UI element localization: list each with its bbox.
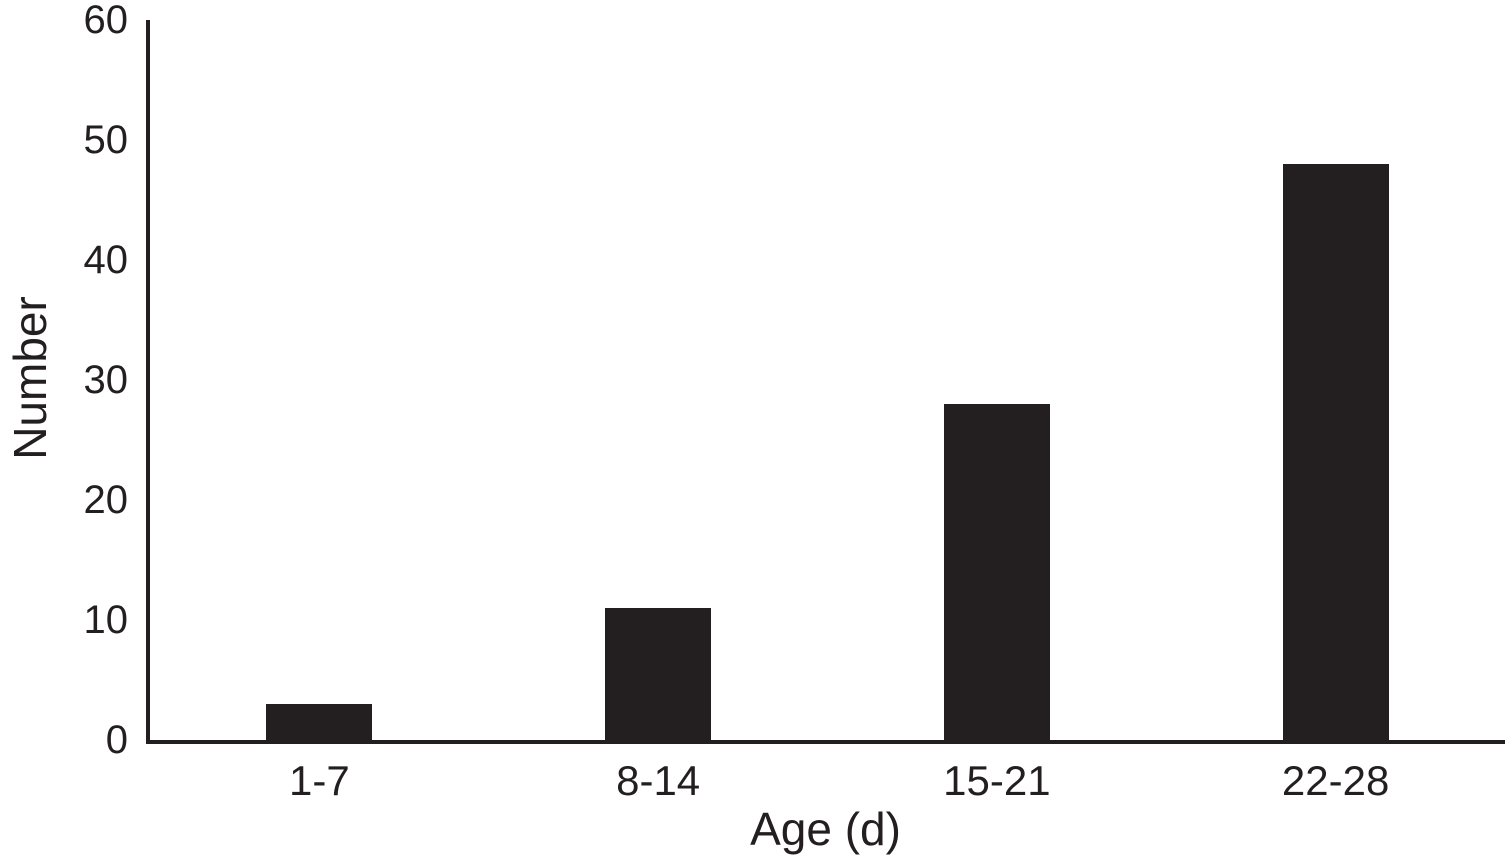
- y-tick-label: 10: [83, 598, 129, 642]
- y-tick-label: 0: [105, 718, 128, 762]
- x-axis-title: Age (d): [750, 803, 901, 855]
- bar-15-21: [943, 404, 1050, 740]
- y-tick-label: 30: [83, 358, 129, 402]
- y-tick-label: 60: [83, 0, 129, 42]
- plot-area: 0 10 20 30 40 50 60 1-7 8-14 15-21 22-28: [84, 0, 1505, 802]
- y-tick-label: 50: [83, 118, 129, 162]
- bar-8-14: [605, 608, 712, 740]
- bar-1-7: [266, 704, 373, 740]
- x-tick-label: 15-21: [943, 757, 1051, 804]
- x-tick-label: 1-7: [289, 757, 350, 804]
- y-axis-title: Number: [4, 296, 56, 460]
- bar-22-28: [1282, 164, 1389, 740]
- y-tick-label: 20: [83, 478, 129, 522]
- y-tick-label: 40: [83, 238, 129, 282]
- x-tick-label: 8-14: [616, 757, 701, 804]
- x-tick-label: 22-28: [1281, 757, 1390, 804]
